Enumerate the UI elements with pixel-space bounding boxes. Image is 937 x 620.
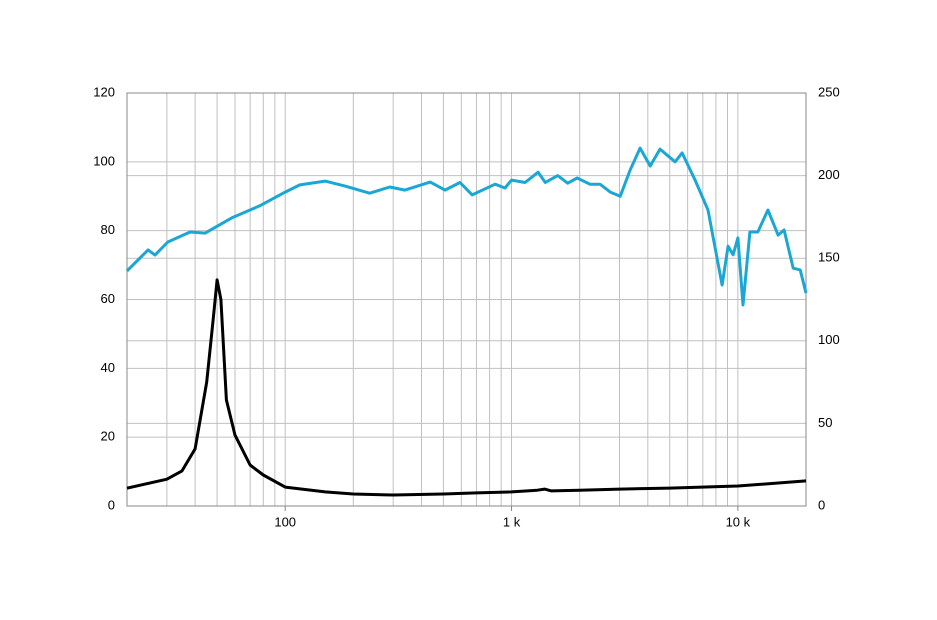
y2-tick-label: 250 (818, 84, 840, 99)
series-line (125, 146, 808, 307)
x-tick-label: 10 k (726, 514, 751, 529)
y2-tick-label: 50 (818, 415, 832, 430)
y2-tick-label: 150 (818, 250, 840, 265)
y2-tick-label: 100 (818, 332, 840, 347)
x-tick-label: 100 (274, 514, 296, 529)
y-tick-label: 80 (101, 222, 115, 237)
y-tick-label: 100 (93, 153, 115, 168)
y-tick-label: 20 (101, 429, 115, 444)
y-tick-label: 60 (101, 291, 115, 306)
series-line (126, 278, 807, 497)
y2-tick-label: 0 (818, 497, 825, 512)
plot-frame (126, 92, 807, 507)
y-tick-label: 120 (93, 84, 115, 99)
y-tick-label: 40 (101, 360, 115, 375)
x-tick-label: 1 k (503, 514, 521, 529)
y-tick-label: 0 (108, 497, 115, 512)
y2-tick-label: 200 (818, 167, 840, 182)
